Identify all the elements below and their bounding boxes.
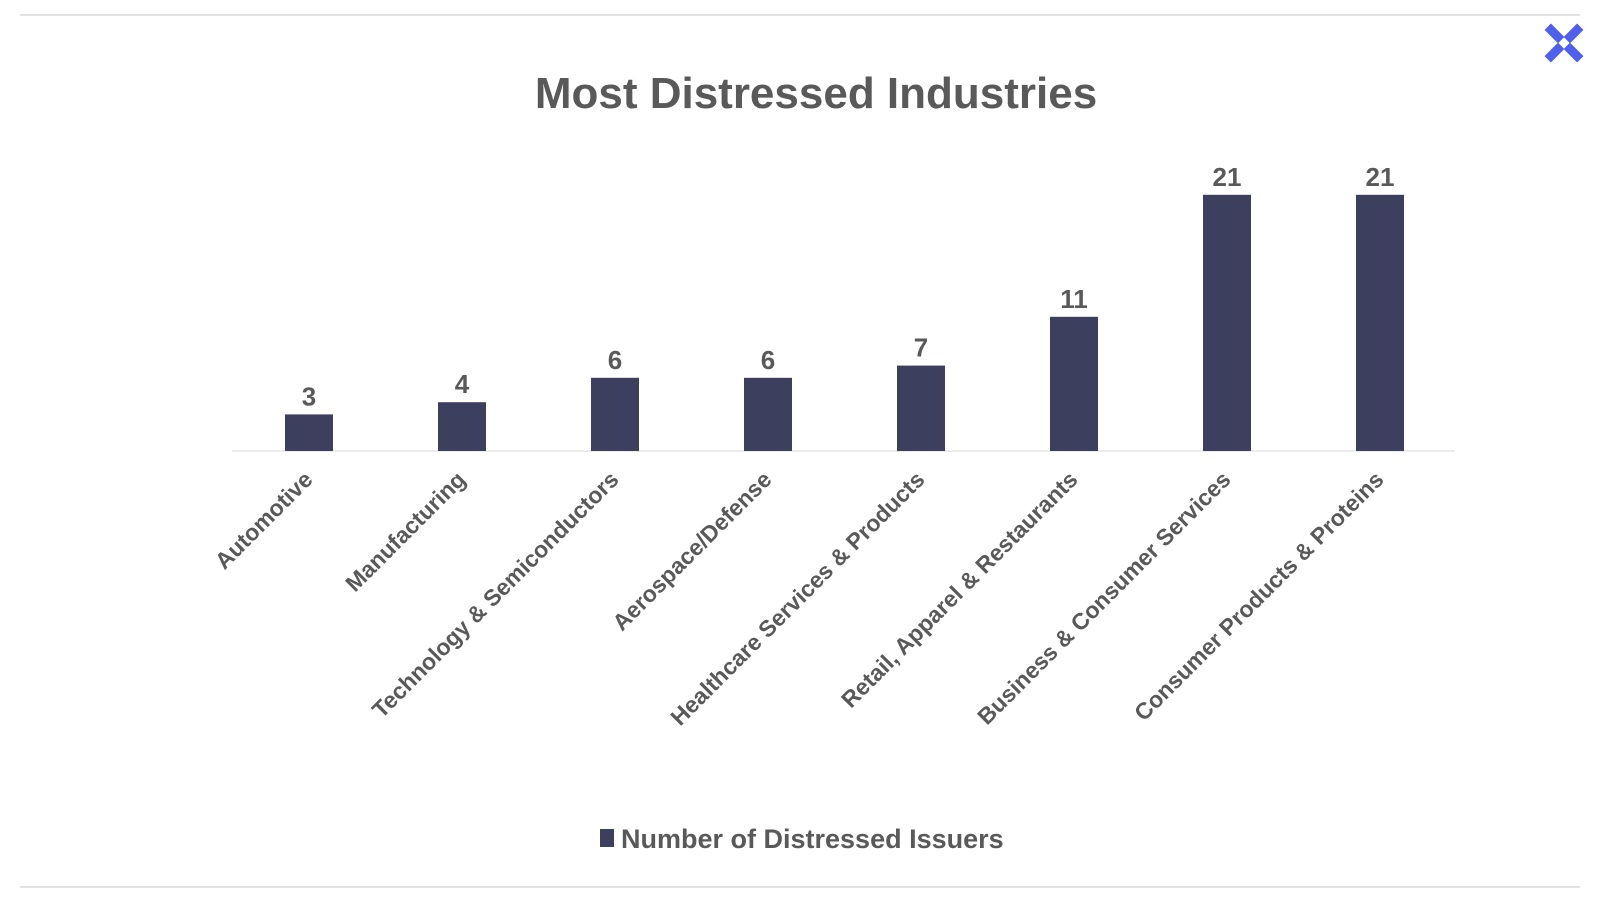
bar xyxy=(591,377,639,451)
value-labels-group: 3 4 6 6 7 11 21 21 xyxy=(302,162,1395,412)
bar xyxy=(1356,194,1404,452)
legend-swatch xyxy=(600,829,614,847)
logo-arm xyxy=(1563,23,1584,44)
bar xyxy=(1203,194,1251,452)
legend: Number of Distressed Issuers xyxy=(600,824,1004,854)
bar-value-label: 3 xyxy=(302,381,316,411)
bars-group xyxy=(285,194,1404,452)
x-tick-label: Healthcare Services & Products xyxy=(665,466,929,730)
bar-value-label: 4 xyxy=(455,369,470,399)
bar xyxy=(897,365,945,451)
x-tick-label: Technology & Semiconductors xyxy=(367,466,624,723)
x-tick-label: Aerospace/Defense xyxy=(607,466,776,635)
logo-arm xyxy=(1544,42,1565,63)
x-tick-label: Manufacturing xyxy=(340,466,470,596)
logo-arm xyxy=(1544,23,1565,44)
x-logo-icon xyxy=(1544,23,1584,63)
bar xyxy=(1050,316,1098,451)
bar-value-label: 6 xyxy=(608,345,622,375)
chart-title: Most Distressed Industries xyxy=(535,69,1097,118)
bar-value-label: 6 xyxy=(761,345,775,375)
x-tick-label: Consumer Products & Proteins xyxy=(1129,466,1389,726)
logo-arm xyxy=(1563,42,1584,63)
bar xyxy=(438,402,486,451)
bar-value-label: 21 xyxy=(1213,162,1242,192)
bar-value-label: 11 xyxy=(1060,284,1088,314)
x-tick-label: Automotive xyxy=(210,466,318,574)
bar-value-label: 21 xyxy=(1366,162,1395,192)
bar xyxy=(285,414,333,451)
legend-label: Number of Distressed Issuers xyxy=(621,824,1004,854)
bar-value-label: 7 xyxy=(914,333,928,363)
bar xyxy=(744,377,792,451)
x-tick-label: Business & Consumer Services xyxy=(972,466,1235,729)
